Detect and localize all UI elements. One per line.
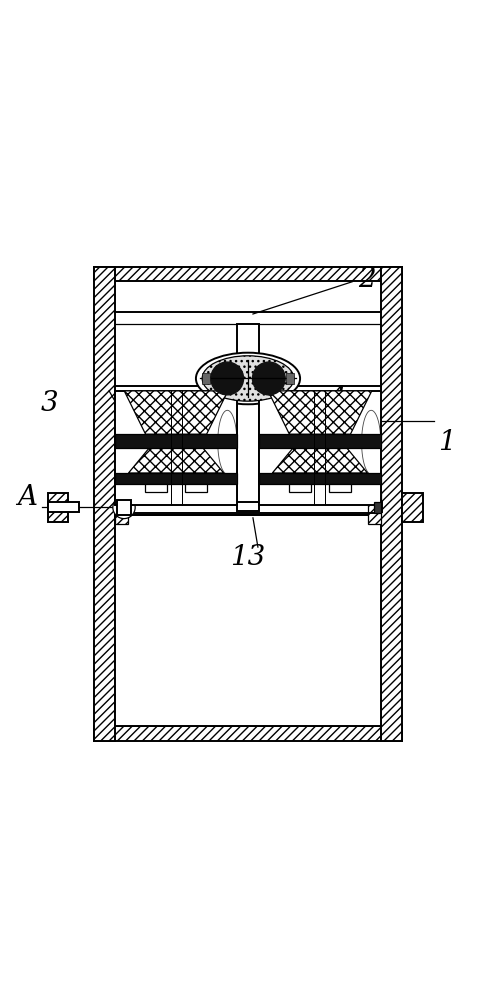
Text: 2: 2 [358, 266, 376, 293]
Text: 13: 13 [230, 544, 266, 571]
Bar [115, 473, 237, 484]
Text: A: A [17, 484, 37, 511]
Circle shape [252, 362, 285, 395]
Circle shape [113, 496, 135, 519]
Bar [115, 491, 127, 524]
Polygon shape [124, 391, 228, 434]
Bar [117, 500, 131, 515]
Bar [259, 473, 381, 484]
Bar [259, 434, 381, 448]
Bar [185, 484, 207, 492]
Bar [237, 324, 259, 511]
Bar [49, 493, 68, 522]
Circle shape [211, 362, 244, 395]
Bar [374, 502, 381, 513]
Bar [289, 484, 311, 492]
Bar [94, 726, 402, 741]
Polygon shape [268, 391, 372, 434]
Bar [115, 515, 381, 726]
Polygon shape [128, 448, 224, 473]
Bar [94, 267, 115, 741]
Bar [259, 391, 381, 505]
Bar [402, 493, 423, 522]
Bar [115, 391, 237, 505]
Text: 4: 4 [328, 385, 346, 412]
Bar [115, 281, 381, 726]
Bar [202, 373, 210, 384]
Bar [115, 434, 237, 448]
Bar [286, 373, 294, 384]
Bar [145, 484, 167, 492]
Ellipse shape [196, 353, 300, 404]
Bar [49, 502, 79, 512]
Bar [374, 502, 382, 512]
Bar [329, 484, 351, 492]
Text: 1: 1 [437, 429, 455, 456]
Ellipse shape [202, 356, 294, 401]
Bar [381, 267, 402, 741]
Bar [94, 267, 402, 281]
Polygon shape [272, 448, 368, 473]
Text: 3: 3 [41, 390, 59, 417]
Bar [369, 491, 381, 524]
